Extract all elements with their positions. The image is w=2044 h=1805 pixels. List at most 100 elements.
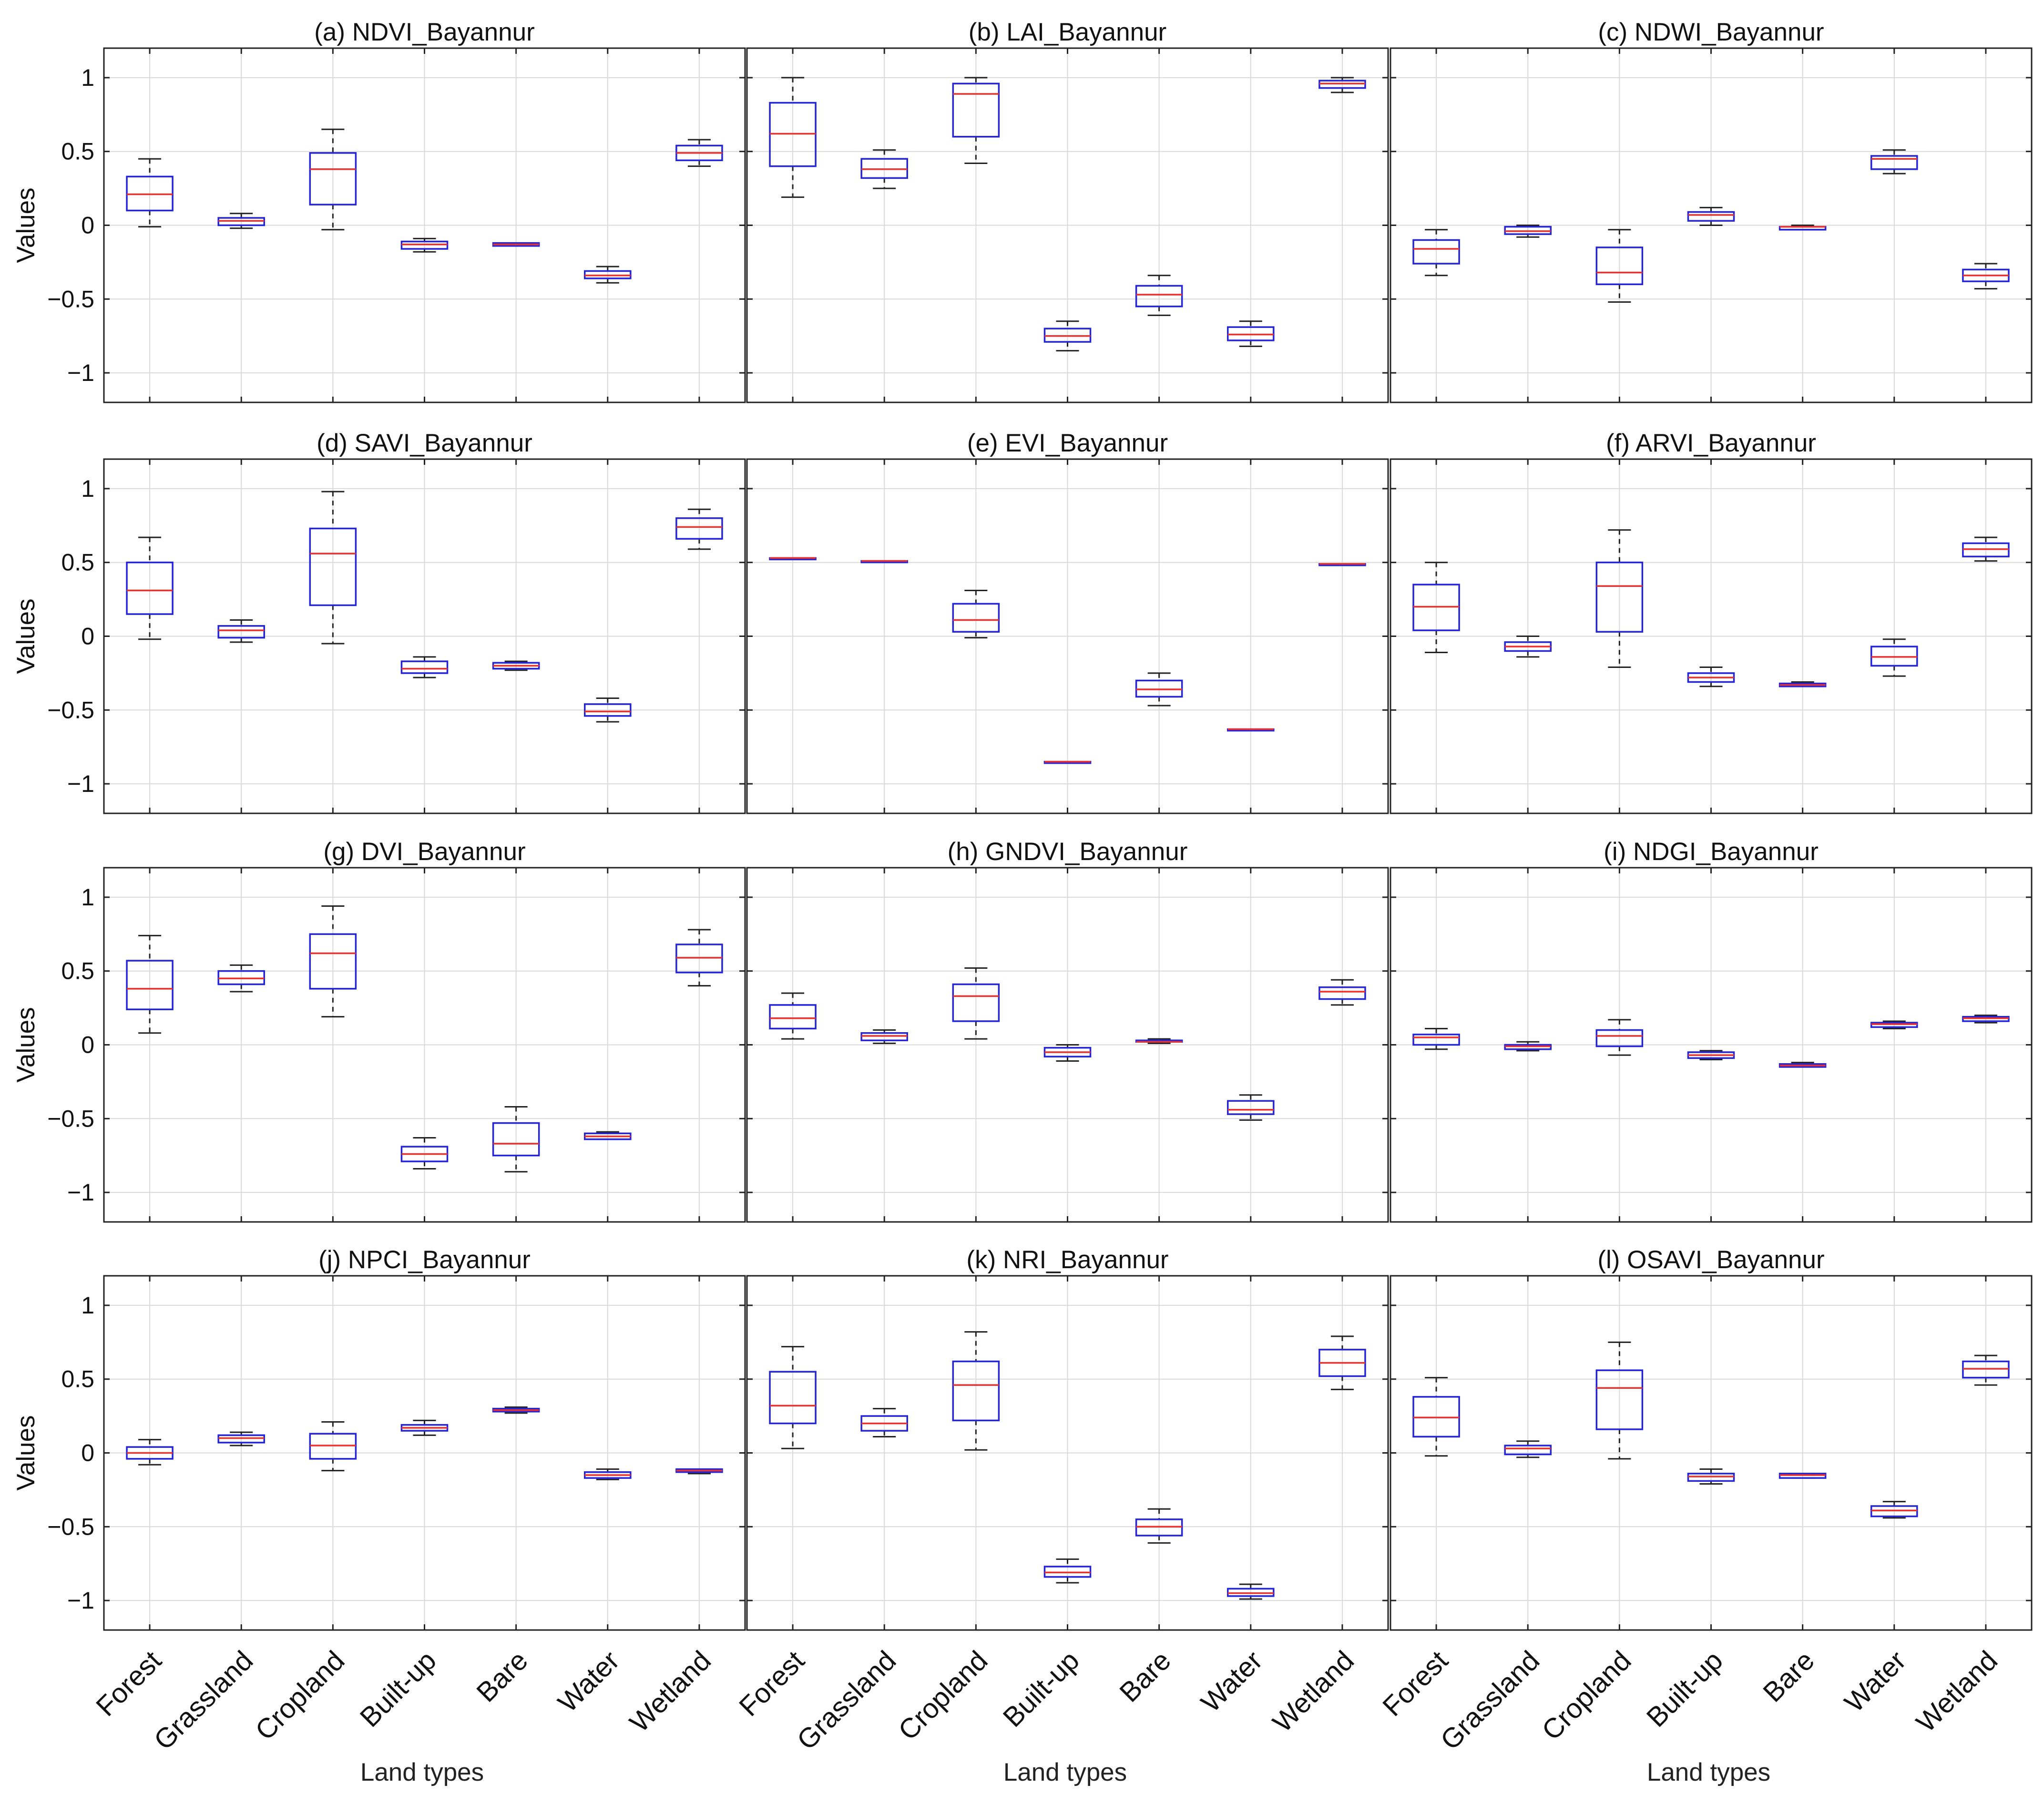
y-tick-label: −1 — [67, 770, 94, 797]
x-axis-label: Land types — [1647, 1758, 1770, 1786]
box-forest — [1412, 239, 1460, 265]
x-axis-label: Land types — [360, 1758, 484, 1786]
y-tick-label: 0.5 — [61, 138, 94, 165]
box-water — [1227, 1100, 1275, 1115]
box-wetland — [1318, 986, 1366, 1000]
y-axis-label: Values — [12, 598, 40, 674]
x-category-label: Forest — [733, 1645, 810, 1722]
x-category-label: Water — [1195, 1645, 1268, 1718]
panel-frame — [746, 47, 1389, 403]
panel-title: (g) DVI_Bayannur — [323, 838, 525, 866]
panel-title: (f) ARVI_Bayannur — [1606, 429, 1816, 457]
box-cropland — [309, 933, 357, 990]
panel-title: (a) NDVI_Bayannur — [314, 18, 534, 46]
panel-frame — [746, 458, 1389, 814]
box-bare — [492, 1122, 540, 1157]
panel-frame — [103, 47, 746, 403]
panel-frame — [103, 1275, 746, 1631]
y-tick-label: 0.5 — [61, 958, 94, 985]
box-water — [584, 703, 632, 717]
box-cropland — [952, 603, 1000, 633]
panel-frame — [1390, 458, 2033, 814]
y-axis-label: Values — [12, 187, 40, 263]
box-cropland — [1595, 1029, 1644, 1047]
panel-title: (l) OSAVI_Bayannur — [1597, 1246, 1824, 1274]
panel-title: (d) SAVI_Bayannur — [317, 429, 532, 457]
x-category-label: Cropland — [1536, 1645, 1637, 1746]
x-category-label: Built-up — [997, 1645, 1085, 1733]
y-axis-label: Values — [12, 1415, 40, 1490]
x-category-label: Grassland — [148, 1645, 259, 1756]
panel-title: (h) GNDVI_Bayannur — [948, 838, 1188, 866]
box-cropland — [952, 82, 1000, 138]
x-category-label: Built-up — [1641, 1645, 1729, 1733]
box-forest — [769, 1371, 817, 1425]
y-tick-label: −1 — [67, 359, 94, 386]
panel-title: (e) EVI_Bayannur — [967, 429, 1168, 457]
panel-frame — [746, 867, 1389, 1223]
y-tick-label: −0.5 — [47, 286, 94, 312]
x-category-label: Built-up — [354, 1645, 442, 1733]
panel-frame — [1390, 867, 2033, 1223]
panel-title: (b) LAI_Bayannur — [969, 18, 1166, 46]
panel-title: (j) NPCI_Bayannur — [318, 1246, 531, 1274]
x-category-label: Cropland — [249, 1645, 350, 1746]
x-category-label: Forest — [90, 1645, 167, 1722]
y-axis-label: Values — [12, 1007, 40, 1082]
box-wetland — [675, 517, 723, 540]
box-cropland — [952, 1360, 1000, 1422]
x-category-label: Cropland — [892, 1645, 993, 1746]
box-grassland — [1504, 1445, 1552, 1456]
box-forest — [126, 960, 174, 1010]
y-tick-label: 0 — [81, 1440, 94, 1467]
box-cropland — [952, 983, 1000, 1022]
box-bare — [1135, 285, 1183, 308]
x-category-label: Grassland — [1435, 1645, 1546, 1756]
y-tick-label: 0 — [81, 623, 94, 650]
panel-frame — [746, 1275, 1389, 1631]
y-tick-label: −1 — [67, 1179, 94, 1206]
x-category-label: Wetland — [1910, 1645, 2003, 1738]
box-water — [1870, 155, 1918, 170]
panel-title: (c) NDWI_Bayannur — [1598, 18, 1824, 46]
x-category-label: Water — [1839, 1645, 1912, 1718]
box-built-up — [400, 660, 449, 674]
y-tick-label: −0.5 — [47, 1105, 94, 1132]
box-cropland — [309, 527, 357, 606]
panel-frame — [103, 867, 746, 1223]
box-cropland — [1595, 1369, 1644, 1430]
panel-frame — [1390, 47, 2033, 403]
box-cropland — [309, 152, 357, 205]
y-tick-label: 0.5 — [61, 549, 94, 576]
y-tick-label: 1 — [81, 64, 94, 91]
box-cropland — [1595, 246, 1644, 286]
x-category-label: Bare — [470, 1645, 534, 1708]
y-tick-label: −0.5 — [47, 1513, 94, 1540]
x-category-label: Wetland — [623, 1645, 717, 1738]
panel-title: (k) NRI_Bayannur — [966, 1246, 1168, 1274]
y-tick-label: 0 — [81, 212, 94, 239]
y-tick-label: 0.5 — [61, 1366, 94, 1393]
x-category-label: Forest — [1377, 1645, 1454, 1722]
box-cropland — [1595, 561, 1644, 633]
x-category-label: Bare — [1114, 1645, 1177, 1708]
x-category-label: Water — [552, 1645, 625, 1718]
box-built-up — [1687, 211, 1735, 222]
y-tick-label: 1 — [81, 475, 94, 502]
panel-frame — [103, 458, 746, 814]
y-tick-label: 1 — [81, 1292, 94, 1319]
x-category-label: Wetland — [1267, 1645, 1360, 1738]
y-tick-label: −0.5 — [47, 697, 94, 723]
x-category-label: Bare — [1757, 1645, 1820, 1708]
y-tick-label: 0 — [81, 1032, 94, 1058]
box-forest — [1412, 1034, 1460, 1046]
panel-title: (i) NDGI_Bayannur — [1604, 838, 1819, 866]
x-axis-label: Land types — [1003, 1758, 1127, 1786]
box-grassland — [217, 625, 265, 639]
x-category-label: Grassland — [791, 1645, 902, 1756]
y-tick-label: 1 — [81, 884, 94, 911]
y-tick-label: −1 — [67, 1587, 94, 1614]
box-forest — [126, 561, 174, 615]
box-forest — [769, 1004, 817, 1030]
